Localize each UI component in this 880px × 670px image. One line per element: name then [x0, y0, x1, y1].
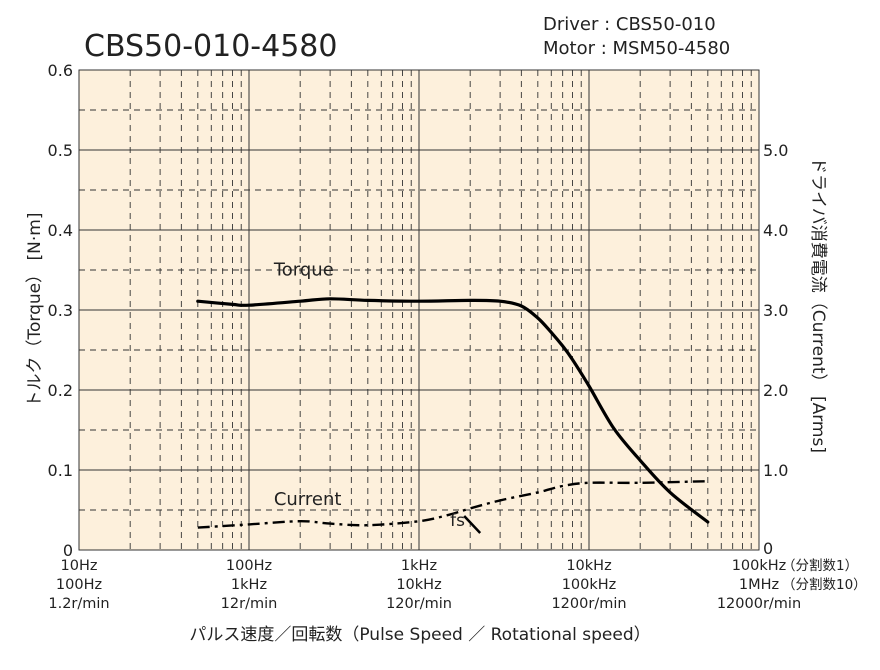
series-line-current [197, 480, 708, 529]
x-tick-label: 10kHz [396, 577, 441, 593]
chart-title: CBS50-010-4580 [84, 29, 337, 64]
y-axis-label-right: ドライバ消費電流（Current） [Arms] [808, 157, 828, 453]
x-tick-label: 12r/min [221, 596, 278, 612]
x-tick-label: 1.2r/min [48, 596, 109, 612]
ticks-layer: 0 0.1 0.2 0.3 0.4 0.5 0.6 0 1.0 2.0 3.0 4.0 5.0 10Hz 1… [48, 61, 867, 612]
x-tick-label: 10kHz [566, 558, 611, 574]
y-tick-label-left: 0.4 [48, 221, 73, 240]
series-layer: Torque Current fs [196, 260, 710, 534]
y-tick-label-right: 4.0 [763, 221, 788, 240]
x-tick-label: 100Hz [56, 577, 102, 593]
y-tick-label-left: 0.6 [48, 61, 73, 80]
x-tick-suffix: （分割数10） [782, 576, 867, 593]
x-tick-label: 10Hz [61, 558, 98, 574]
y-tick-label-left: 0.1 [48, 461, 73, 480]
x-tick-label: 1kHz [231, 577, 267, 593]
annotation-fs-marker [463, 515, 482, 534]
y-tick-label-left: 0 [63, 541, 73, 560]
y-tick-label-left: 0.3 [48, 301, 73, 320]
annotation-fs: fs [450, 511, 465, 531]
y-tick-label-right: 3.0 [763, 301, 788, 320]
x-tick-label: 1kHz [401, 558, 437, 574]
x-tick-label: 100kHz [732, 558, 787, 574]
y-tick-label-right: 1.0 [763, 461, 788, 480]
y-tick-label-left: 0.2 [48, 381, 73, 400]
series-label-torque: Torque [273, 260, 334, 281]
x-tick-label: 12000r/min [717, 596, 801, 612]
y-tick-label-right: 0 [763, 539, 773, 558]
series-label-current: Current [274, 489, 342, 510]
driver-label: Driver : CBS50-010 [543, 14, 716, 35]
x-tick-label: 1200r/min [551, 596, 626, 612]
y-tick-label-right: 5.0 [763, 141, 788, 160]
x-tick-suffix: （分割数1） [782, 557, 858, 574]
series-line-torque [196, 297, 710, 524]
x-tick-label: 100kHz [562, 577, 617, 593]
y-axis-label-left: トルク（Torque） [N·m] [25, 213, 45, 408]
grid [78, 69, 760, 551]
x-axis-label: パルス速度／回転数（Pulse Speed ／ Rotational speed… [189, 625, 650, 645]
motor-label: Motor : MSM50-4580 [543, 38, 730, 59]
y-tick-label-right: 2.0 [763, 381, 788, 400]
x-tick-label: 1MHz [739, 577, 779, 593]
y-tick-label-left: 0.5 [48, 141, 73, 160]
x-tick-label: 100Hz [226, 558, 272, 574]
x-tick-label: 120r/min [386, 596, 452, 612]
